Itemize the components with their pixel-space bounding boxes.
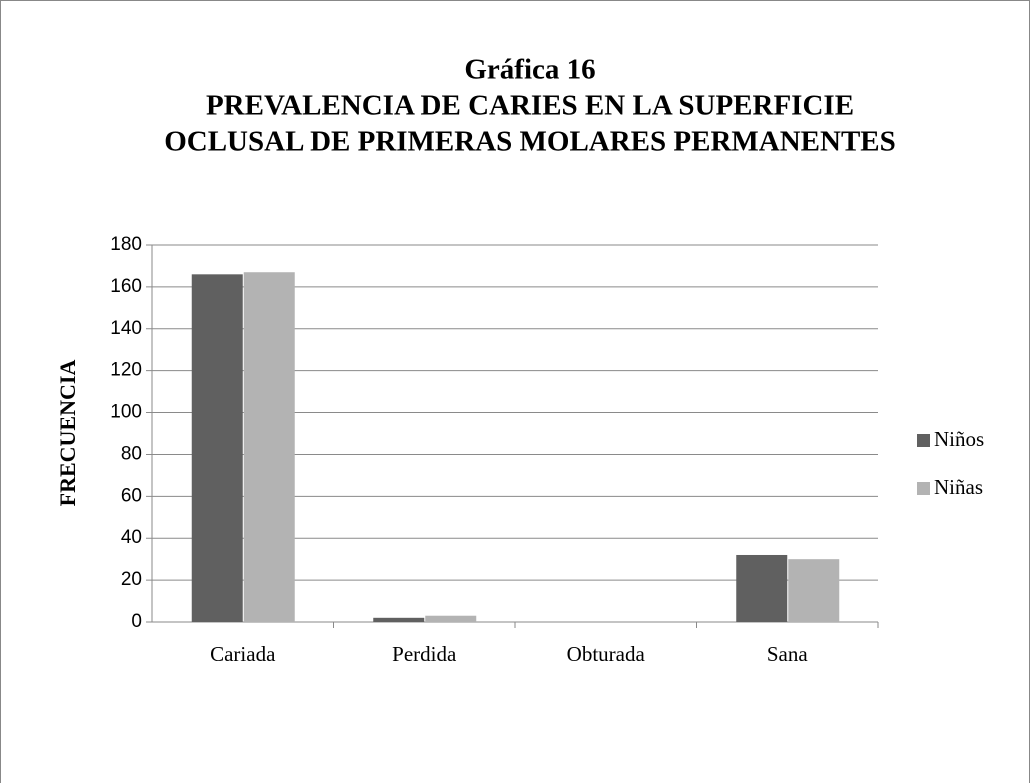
y-tick-label: 80: [121, 443, 142, 464]
legend-label: Niños: [934, 427, 984, 451]
y-tick-label: 20: [121, 569, 142, 590]
chart-title: Gráfica 16: [464, 54, 595, 86]
legend-swatch: [917, 482, 930, 495]
chart-title: PREVALENCIA DE CARIES EN LA SUPERFICIE: [206, 90, 854, 122]
legend-label: Niñas: [934, 475, 983, 499]
y-tick-label: 180: [110, 234, 142, 255]
y-tick-label: 60: [121, 485, 142, 506]
legend-swatch: [917, 434, 930, 447]
y-tick-label: 40: [121, 527, 142, 548]
bar: [243, 272, 295, 622]
y-tick-label: 100: [110, 402, 142, 423]
y-tick-label: 160: [110, 276, 142, 297]
chart-title: OCLUSAL DE PRIMERAS MOLARES PERMANENTES: [164, 126, 896, 158]
x-tick-label: Sana: [767, 642, 809, 666]
bar: [373, 617, 425, 622]
x-tick-label: Cariada: [210, 642, 276, 666]
bar: [736, 554, 788, 622]
y-tick-label: 120: [110, 360, 142, 381]
bar: [191, 274, 243, 622]
y-tick-label: 0: [131, 611, 142, 632]
y-axis-label: FRECUENCIA: [55, 360, 80, 507]
bar: [788, 559, 840, 622]
x-tick-label: Perdida: [392, 642, 457, 666]
y-tick-label: 140: [110, 318, 142, 339]
x-tick-label: Obturada: [567, 642, 646, 666]
bar: [425, 615, 477, 622]
